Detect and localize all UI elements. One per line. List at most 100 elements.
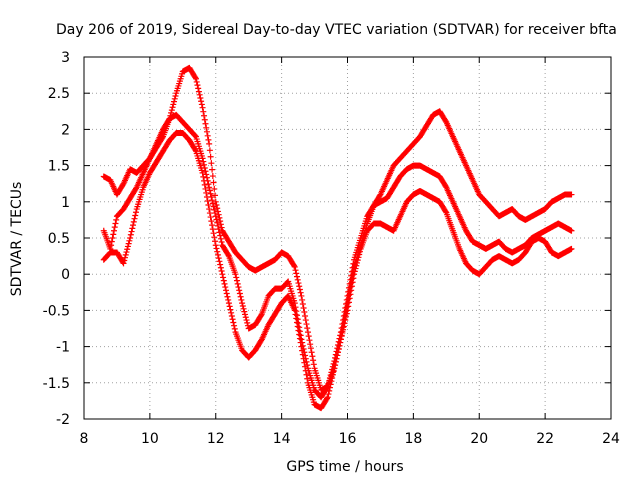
data-point xyxy=(204,197,211,204)
data-point xyxy=(240,305,247,312)
data-point xyxy=(122,251,129,258)
data-point xyxy=(337,336,344,343)
data-point xyxy=(171,98,178,105)
data-point xyxy=(298,343,305,350)
data-point xyxy=(200,108,207,115)
data-point xyxy=(217,264,224,271)
data-point xyxy=(201,181,208,188)
data-point xyxy=(195,85,202,92)
data-point xyxy=(213,216,220,223)
data-point xyxy=(350,275,357,282)
data-point xyxy=(343,310,350,317)
data-point xyxy=(207,214,214,221)
data-point xyxy=(334,349,341,356)
x-tick-label: 14 xyxy=(273,431,291,447)
y-axis-label: SDTVAR / TECUs xyxy=(9,182,25,297)
data-point xyxy=(228,309,235,316)
data-point xyxy=(302,363,309,370)
data-point xyxy=(212,192,219,199)
data-point xyxy=(212,238,219,245)
data-point xyxy=(110,231,117,238)
data-point xyxy=(345,303,352,310)
data-point xyxy=(192,132,199,139)
data-point xyxy=(123,249,130,256)
data-point xyxy=(216,258,223,265)
x-tick-label: 24 xyxy=(602,431,620,447)
data-point xyxy=(214,251,221,258)
y-tick-label: -1.5 xyxy=(43,376,70,392)
data-point xyxy=(203,128,210,135)
data-point xyxy=(299,351,306,358)
data-point xyxy=(109,235,116,241)
data-point xyxy=(243,317,250,324)
data-point xyxy=(324,395,331,402)
data-point xyxy=(205,136,212,143)
data-point xyxy=(211,234,218,241)
data-point xyxy=(304,375,311,382)
data-point xyxy=(310,357,317,364)
data-point xyxy=(209,222,216,229)
data-point xyxy=(295,280,302,287)
data-point xyxy=(222,284,229,291)
x-tick-label: 10 xyxy=(141,431,159,447)
data-point xyxy=(228,313,235,320)
data-point xyxy=(214,248,221,255)
data-point xyxy=(297,339,304,346)
data-point xyxy=(203,193,210,200)
data-point xyxy=(200,158,207,165)
data-point xyxy=(291,263,298,270)
data-point xyxy=(236,290,243,297)
data-point xyxy=(202,185,209,192)
data-point xyxy=(332,358,339,365)
data-point xyxy=(329,371,336,378)
data-point xyxy=(121,257,128,264)
data-point xyxy=(203,174,210,181)
data-point xyxy=(326,387,333,394)
data-point xyxy=(224,293,231,300)
data-point xyxy=(192,146,199,153)
data-point xyxy=(198,101,205,108)
data-point xyxy=(349,264,356,271)
data-point xyxy=(306,337,313,344)
data-point xyxy=(211,206,218,213)
data-point xyxy=(211,185,218,192)
y-tick-label: -1 xyxy=(56,340,70,356)
data-point xyxy=(233,277,240,284)
data-point xyxy=(124,246,131,253)
data-point xyxy=(128,228,135,235)
data-point xyxy=(132,212,139,219)
data-point xyxy=(199,104,206,111)
data-point xyxy=(218,267,225,274)
data-point xyxy=(294,276,301,283)
data-point xyxy=(199,169,206,176)
data-point xyxy=(344,307,351,314)
data-point xyxy=(218,239,225,246)
data-point xyxy=(227,306,234,313)
data-point xyxy=(309,353,316,360)
data-point xyxy=(215,255,222,262)
data-point xyxy=(336,342,343,349)
data-point xyxy=(225,296,232,303)
data-point xyxy=(205,181,212,188)
data-point xyxy=(296,335,303,342)
data-point xyxy=(347,291,354,298)
data-point xyxy=(124,243,131,250)
data-point xyxy=(195,88,202,95)
data-point xyxy=(338,333,345,340)
data-point xyxy=(192,75,199,82)
data-point xyxy=(192,74,199,81)
data-point xyxy=(236,287,243,294)
data-point xyxy=(212,242,219,249)
y-tick-label: -0.5 xyxy=(43,303,70,319)
data-point xyxy=(201,112,208,119)
data-point xyxy=(126,237,133,244)
y-tick-label: 2 xyxy=(61,122,70,138)
data-point xyxy=(194,82,201,89)
grid xyxy=(84,57,611,419)
data-point xyxy=(302,317,309,324)
data-point xyxy=(204,132,211,139)
data-point xyxy=(356,248,363,255)
data-point xyxy=(303,321,310,328)
data-point xyxy=(230,319,237,326)
data-point xyxy=(193,78,200,85)
